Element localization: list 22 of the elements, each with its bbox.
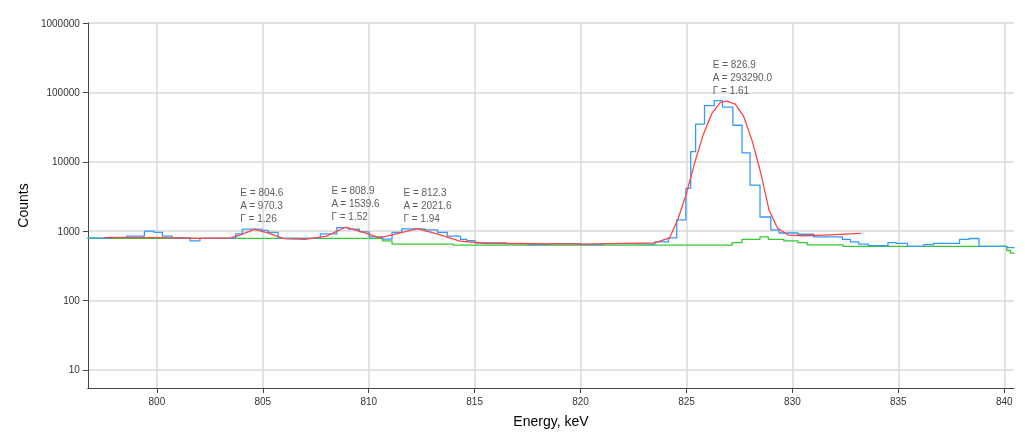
x-tick-label: 805 bbox=[254, 395, 272, 407]
x-tick-label: 835 bbox=[889, 395, 908, 407]
annotation: E = 826.9 A = 293290.0 Γ = 1.61 bbox=[712, 59, 773, 97]
y-tick-label: 1000 bbox=[57, 225, 81, 237]
line-series bbox=[103, 100, 861, 245]
y-tick-label: 10000 bbox=[52, 156, 81, 168]
x-tick-label: 825 bbox=[678, 395, 696, 407]
x-tick-label: 810 bbox=[360, 395, 378, 407]
y-axis-title: Counts bbox=[15, 183, 31, 228]
x-axis-title: Energy, keV bbox=[513, 413, 590, 429]
x-tick-label: 840 bbox=[995, 395, 1014, 407]
y-tick-label: 100000 bbox=[46, 86, 81, 98]
annotation: E = 804.6 A = 970.3 Γ = 1.26 bbox=[240, 187, 284, 225]
annotation: E = 812.3 A = 2021.6 Γ = 1.94 bbox=[403, 186, 452, 224]
x-tick-label: 830 bbox=[784, 395, 802, 407]
y-tick-label: 100 bbox=[63, 295, 81, 307]
y-tick-label: 10 bbox=[68, 364, 81, 376]
x-tick-label: 800 bbox=[148, 395, 166, 407]
annotation: E = 808.9 A = 1539.6 Γ = 1.52 bbox=[331, 185, 380, 223]
x-tick-label: 820 bbox=[572, 395, 590, 407]
y-tick-label: 1000000 bbox=[40, 17, 81, 29]
x-tick-label: 815 bbox=[466, 395, 484, 407]
